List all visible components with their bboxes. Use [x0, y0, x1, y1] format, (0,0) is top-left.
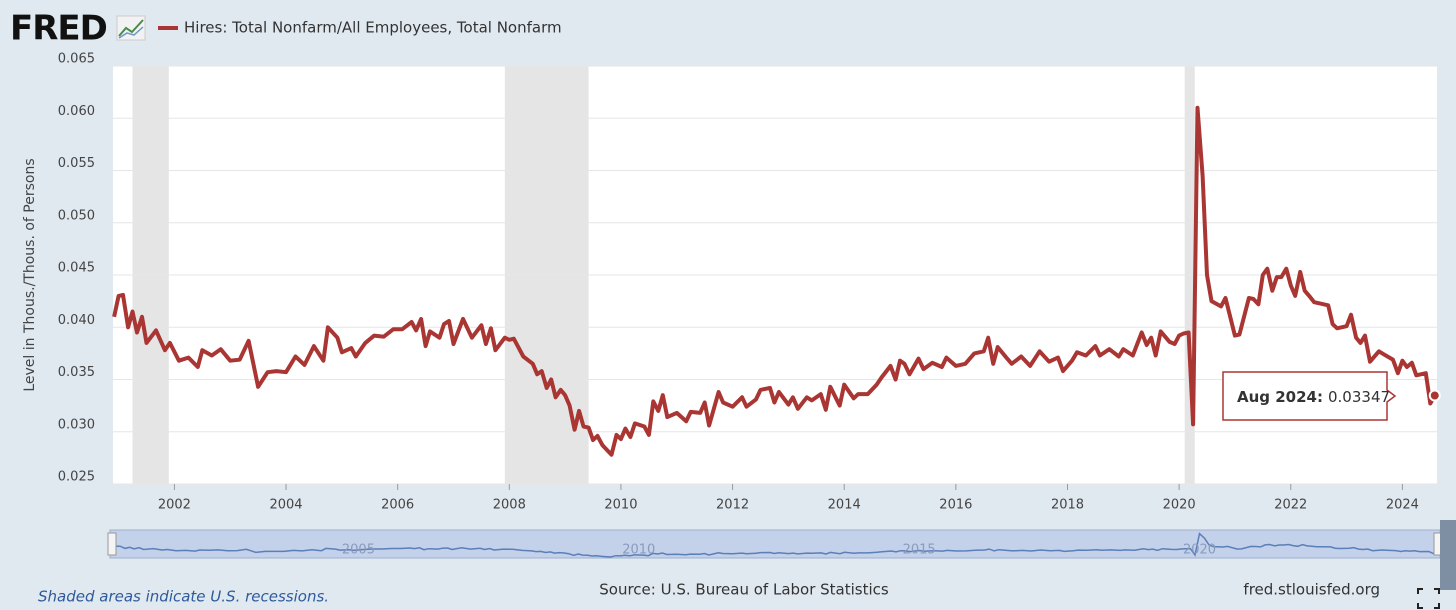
y-tick-label: 0.045 — [58, 261, 95, 276]
tooltip-text: Aug 2024: 0.03347 — [1237, 388, 1390, 406]
source: Source: U.S. Bureau of Labor Statistics — [599, 581, 889, 599]
x-tick-label: 2006 — [381, 498, 414, 513]
y-tick-label: 0.060 — [58, 104, 95, 119]
logo: FRED — [10, 9, 107, 49]
y-tick-label: 0.030 — [58, 417, 95, 432]
y-axis-label: Level in Thous./Thous. of Persons — [22, 158, 38, 391]
x-tick-label: 2012 — [716, 498, 749, 513]
x-tick-label: 2020 — [1163, 498, 1196, 513]
x-tick-label: 2004 — [269, 498, 302, 513]
x-tick-label: 2018 — [1051, 498, 1084, 513]
recession-note: Shaded areas indicate U.S. recessions. — [38, 588, 329, 606]
tooltip-box — [1222, 371, 1397, 421]
logo-icon — [116, 15, 146, 41]
tooltip-value: 0.03347 — [1328, 388, 1390, 406]
navigator-tick-label: 2020 — [1183, 543, 1216, 558]
y-tick-label: 0.025 — [58, 470, 95, 485]
y-tick-label: 0.035 — [58, 365, 95, 380]
navigator-tick-label: 2015 — [903, 543, 936, 558]
hover-point — [1428, 389, 1441, 402]
tooltip-label: Aug 2024: — [1237, 388, 1323, 406]
site: fred.stlouisfed.org — [1243, 581, 1380, 599]
navigator-line — [110, 532, 1438, 558]
fullscreen-icon[interactable] — [1417, 588, 1440, 609]
navigator-handle[interactable] — [107, 532, 117, 556]
x-tick-label: 2008 — [493, 498, 526, 513]
series-line — [112, 105, 1437, 457]
y-tick-label: 0.050 — [58, 208, 95, 223]
x-tick-label: 2022 — [1274, 498, 1307, 513]
legend-label: Hires: Total Nonfarm/All Employees, Tota… — [184, 19, 562, 37]
x-tick-label: 2024 — [1386, 498, 1419, 513]
x-tick-label: 2016 — [939, 498, 972, 513]
y-tick-label: 0.040 — [58, 313, 95, 328]
scroll-button[interactable] — [1440, 520, 1456, 590]
y-tick-label: 0.055 — [58, 156, 95, 171]
x-tick-label: 2014 — [828, 498, 861, 513]
x-tick-label: 2010 — [604, 498, 637, 513]
navigator-tick-label: 2005 — [342, 543, 375, 558]
navigator-tick-label: 2010 — [622, 543, 655, 558]
y-tick-label: 0.065 — [58, 52, 95, 67]
x-tick-label: 2002 — [158, 498, 191, 513]
